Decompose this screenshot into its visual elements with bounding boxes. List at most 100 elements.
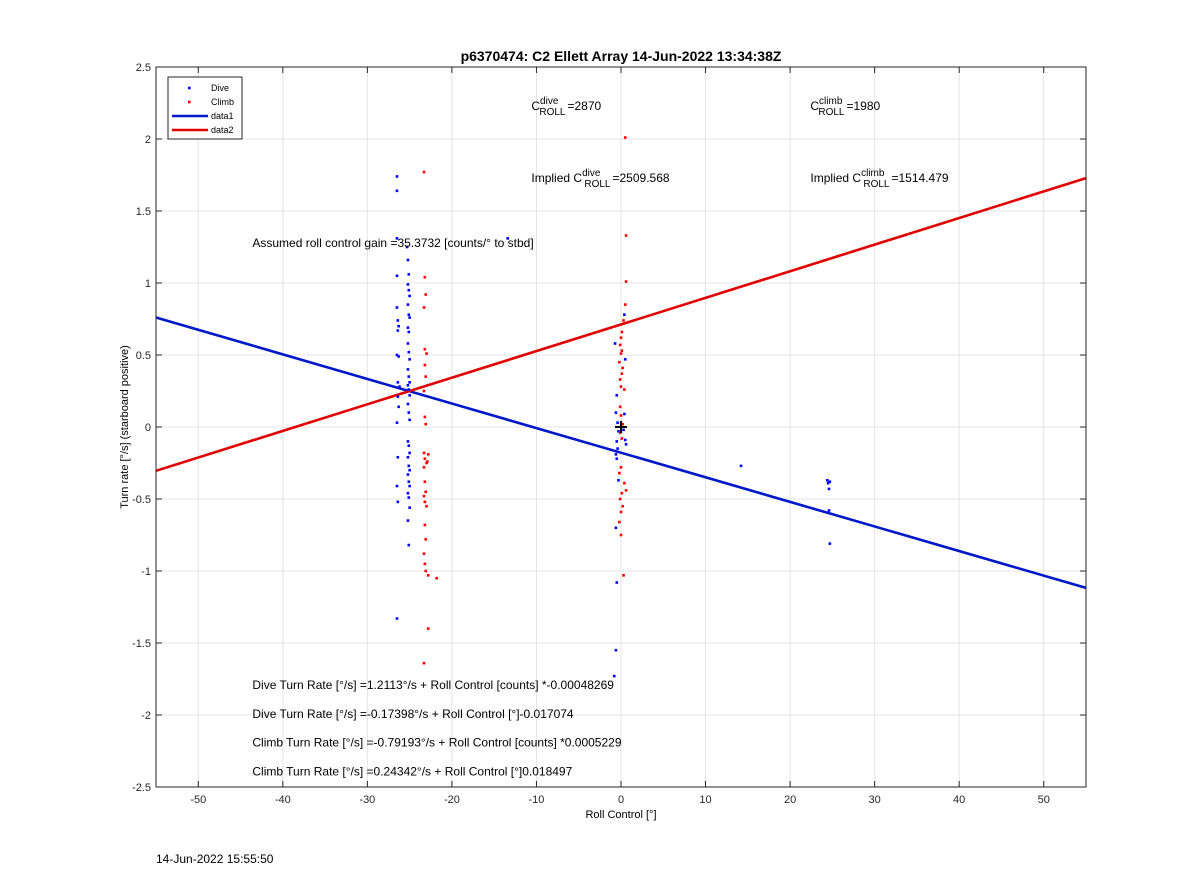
annotation-prefix: Implied — [810, 171, 852, 185]
y-tick-label: -1 — [141, 566, 151, 578]
x-tick-label: 50 — [1038, 794, 1050, 806]
point-climb — [425, 504, 428, 508]
legend-label: data1 — [211, 111, 234, 121]
annotation-gain: Assumed roll control gain =35.3732 [coun… — [252, 236, 533, 250]
point-dive — [407, 313, 411, 316]
point-dive — [617, 430, 620, 433]
point-dive — [406, 402, 410, 406]
fit-lines — [155, 176, 1087, 590]
y-tick-label: -2.5 — [132, 782, 151, 794]
point-climb — [620, 330, 624, 334]
annotation-base: C — [573, 171, 582, 185]
annotation-eq3: Climb Turn Rate [°/s] =-0.79193°/s + Rol… — [252, 736, 621, 750]
point-climb — [620, 372, 624, 376]
point-dive — [828, 542, 832, 545]
point-climb — [422, 552, 426, 556]
point-dive — [617, 478, 620, 482]
point-climb — [422, 389, 426, 393]
point-climb — [423, 480, 427, 484]
scatter-points — [395, 136, 832, 678]
point-dive — [739, 464, 743, 468]
point-dive — [408, 484, 411, 488]
point-dive — [615, 457, 619, 460]
point-dive — [395, 189, 399, 193]
legend: Dive Climb data1 data2 — [167, 76, 243, 140]
point-dive — [407, 375, 411, 378]
point-climb — [624, 489, 628, 492]
point-dive — [405, 245, 409, 249]
point-climb — [623, 481, 626, 485]
point-dive — [826, 481, 830, 485]
annotation-sup: dive — [582, 168, 601, 179]
point-climb — [624, 280, 628, 283]
legend-label: Dive — [211, 83, 229, 93]
point-dive — [407, 288, 411, 292]
legend-label: data2 — [211, 125, 234, 135]
fit-line-data1 — [155, 316, 1087, 590]
point-dive — [407, 350, 411, 354]
y-tick-label: -0.5 — [132, 494, 151, 506]
point-climb — [620, 491, 624, 495]
y-tick-label: -1.5 — [132, 638, 151, 650]
point-dive — [407, 411, 411, 414]
point-dive — [616, 447, 619, 450]
annotation-c-climb: Cclimb ROLL =1980 — [810, 96, 880, 118]
point-dive — [407, 480, 411, 484]
y-tick-label: 1.5 — [136, 206, 151, 218]
annotation-base: C — [531, 99, 540, 113]
point-climb — [423, 363, 427, 367]
point-dive — [623, 358, 627, 361]
point-dive — [615, 581, 619, 584]
point-dive — [396, 319, 400, 322]
point-climb — [426, 627, 430, 630]
point-dive — [407, 464, 411, 468]
point-dive — [395, 237, 399, 240]
point-climb — [424, 422, 427, 426]
point-dive — [614, 526, 618, 530]
point-climb — [426, 460, 429, 463]
point-dive — [614, 411, 618, 414]
point-dive — [614, 648, 618, 652]
point-climb — [423, 347, 427, 351]
point-dive — [407, 388, 411, 391]
point-dive — [408, 294, 411, 298]
point-dive — [395, 306, 399, 309]
annotation-implied-climb: Implied Cclimb ROLL =1514.479 — [810, 168, 949, 190]
x-tick-label: 0 — [618, 794, 624, 806]
point-climb — [424, 490, 427, 494]
point-dive — [408, 451, 411, 455]
point-dive — [406, 303, 410, 306]
point-dive — [623, 412, 626, 416]
point-climb — [435, 576, 438, 580]
point-climb — [618, 378, 622, 381]
point-climb — [422, 661, 426, 665]
point-dive — [396, 381, 400, 384]
point-climb — [618, 471, 621, 475]
point-climb — [619, 352, 623, 355]
x-tick-label: -30 — [359, 794, 375, 806]
point-dive — [615, 394, 619, 397]
point-dive — [408, 418, 411, 422]
point-climb — [618, 497, 622, 501]
point-climb — [423, 562, 427, 566]
y-tick-label: -2 — [141, 710, 151, 722]
point-dive — [614, 453, 618, 456]
point-climb — [619, 533, 623, 537]
x-tick-label: -10 — [529, 794, 545, 806]
point-dive — [408, 381, 411, 384]
point-climb — [425, 461, 428, 465]
y-axis-label: Turn rate [°/s] (starboard positive) — [119, 345, 131, 509]
point-dive — [623, 313, 626, 316]
point-dive — [612, 674, 616, 678]
annotation-value: =1980 — [847, 99, 881, 113]
y-tick-label: 1 — [145, 278, 151, 290]
point-climb — [623, 303, 627, 306]
annotation-sup: climb — [861, 168, 885, 179]
point-dive — [506, 237, 510, 240]
point-dive — [395, 484, 399, 488]
annotation-sub: ROLL — [539, 107, 566, 118]
point-dive — [406, 455, 410, 459]
annotation-value: =1514.479 — [892, 171, 949, 185]
point-dive — [406, 519, 410, 522]
